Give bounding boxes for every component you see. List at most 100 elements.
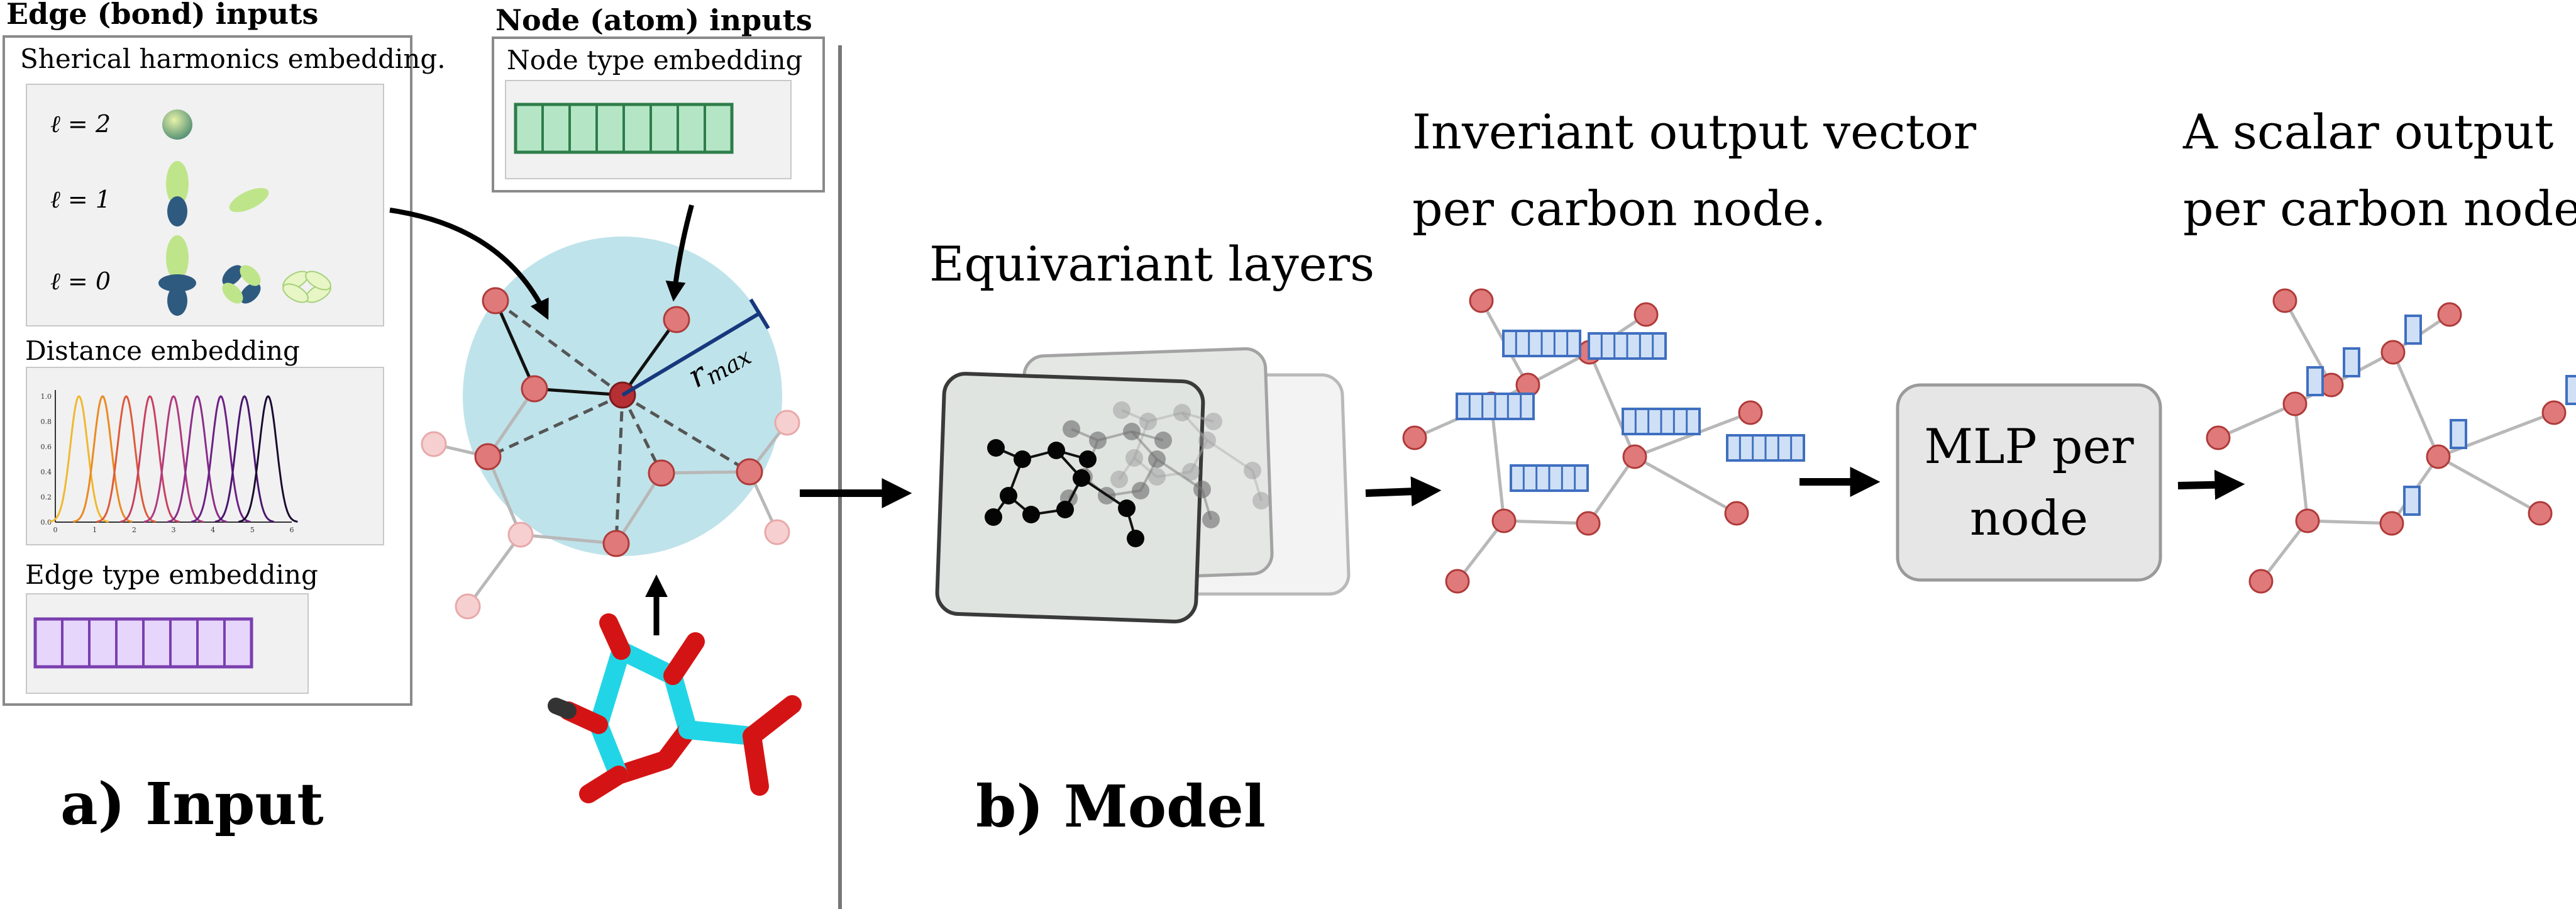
orbital-icons [158,109,331,316]
layer-molecule-atom [1198,432,1216,449]
graph-bond [486,388,536,458]
output-graph-bond [2307,519,2392,525]
graph-bond [661,470,750,475]
scalar-output-box [2343,347,2360,377]
distance-y-tick-label: 1.0 [41,393,52,401]
distance-basis-curve [49,395,109,523]
layer-molecule-atom [1154,432,1172,449]
layer-molecule-atom [1252,492,1270,510]
graph-neighbour-edge [621,393,751,474]
layer-molecule-atom [1173,404,1191,421]
orbital-dz2-lower-icon [167,286,187,316]
node-inputs-title: Node (atom) inputs [495,3,812,37]
graph-neighbour-edge [614,394,624,544]
invariant-output-label-line2: per carbon node. [1412,181,1826,237]
layer-molecule-atom [1089,432,1107,449]
layer-molecule-atom [1182,463,1200,481]
graph-node [663,306,690,333]
molecule-bond [612,641,682,685]
l-label-0: ℓ = 0 [50,267,111,295]
output-graph-node [1402,425,1427,450]
distance-y-tick-label: 0.6 [41,443,52,451]
distance-y-tick-label: 0.4 [41,468,52,476]
output-graph-bond [2293,403,2309,521]
distance-y-tick-label: 0.2 [41,493,52,501]
graph-node-faded [764,519,790,545]
layer-molecule-atom [1132,482,1149,499]
layer-molecule-atom [1110,471,1128,488]
output-graph-bond [1588,352,1637,457]
molecule-stick-model [548,613,802,803]
layer-molecule-bond [1206,439,1254,472]
output-graph-node [1633,302,1659,327]
output-graph-bond [1490,403,1506,521]
output-graph-bond [1586,455,1637,525]
output-graph-bond [1633,455,1738,515]
distance-basis-curve [238,395,298,523]
output-graph-node [1469,288,1494,313]
graph-node [482,287,509,315]
layer-molecule-atom [1205,413,1222,430]
distance-x-tick-label: 5 [250,526,255,534]
output-graph-node [2272,288,2297,313]
orbital-pz-lower-icon [167,196,187,226]
layer-molecule-atom [1127,530,1144,547]
output-graph-node [1491,508,1517,533]
output-graph-node [1445,569,1470,594]
layer-molecule [985,439,1144,547]
output-graph-node [2426,444,2451,469]
scalar-output-box [2565,375,2576,405]
layer-molecule-atom [1244,462,1261,479]
invariant-output-label-line1: Inveriant output vector [1412,104,1977,160]
graph-bond [466,533,522,608]
graph-node [474,443,502,471]
output-graph-bond [2437,455,2541,515]
output-graph-node [1622,444,1647,469]
distance-basis-curve [214,395,275,523]
layer-molecule-atom [1202,511,1220,528]
graph-node-faded [774,410,800,436]
l-label-1: ℓ = 1 [50,186,111,213]
output-graph-bond [2391,352,2440,457]
layer-molecule-atom [1193,481,1211,498]
node-type-vector [514,103,734,154]
scalar-output-graph [2206,288,2576,594]
output-graph-bond [1456,520,1505,583]
node-input-arrow [665,204,694,302]
distance-x-tick-label: 4 [211,526,215,534]
section-label-model: b) Model [976,772,1266,840]
output-graph-node [2379,511,2404,536]
mlp-label-line1: MLP per [1924,418,2134,474]
distance-embedding-label: Distance embedding [25,335,300,366]
molecule-bond [743,727,769,796]
orbital-dx2y2-icon [282,270,331,303]
output-graph-node [2248,569,2274,594]
mlp-box [1896,383,2162,582]
edge-inputs-title: Edge (bond) inputs [6,0,318,31]
layer-molecule-atom [1079,450,1097,468]
output-graph-node [2541,400,2567,425]
scalar-output-label-line2: per carbon node. [2183,181,2576,237]
distance-x-tick-label: 0 [53,526,58,534]
output-graph-bond [2260,520,2309,583]
layer-molecule-atom [1125,449,1143,467]
graph-node [736,458,763,486]
equivariant-layers-label: Equivariant layers [929,236,1374,292]
graph-node [521,375,548,403]
molecule-bond [678,720,761,745]
distance-x-tick-label: 1 [92,526,97,534]
graph-direct-bond [621,318,678,396]
to-invariant-arrow [1365,476,1442,507]
orbital-dz2-upper-icon [166,235,189,281]
distance-embedding-plot: 1.0 0.8 0.6 0.4 0.2 0.00 1 2 3 4 5 6 [41,390,298,534]
graph-node-faded [507,521,534,548]
neighbourhood-graph [421,287,800,620]
molecule-bond [548,698,577,719]
orbital-sphere-icon [162,109,192,140]
distance-x-tick-label: 6 [290,526,294,534]
scalar-output-box [2403,486,2421,516]
graph-direct-bond [494,299,536,390]
layer-molecule-atom [1148,450,1166,468]
distance-y-tick-label: 0.8 [41,418,52,426]
edge-type-embedding-label: Edge type embedding [25,559,318,590]
